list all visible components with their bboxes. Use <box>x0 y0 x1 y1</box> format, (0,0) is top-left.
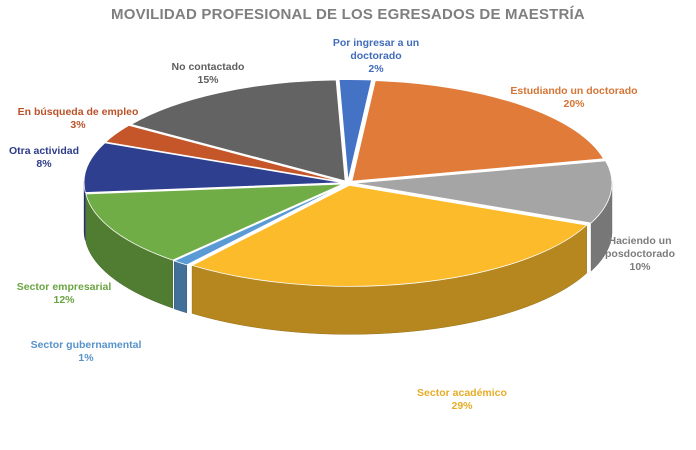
slice-label: Otra actividad 8% <box>9 145 79 170</box>
slice-label: Sector académico 29% <box>417 387 507 412</box>
pie-slice <box>351 80 605 182</box>
pie-slice <box>191 184 588 287</box>
slice-label: Haciendo un posdoctorado 10% <box>605 235 675 273</box>
chart-title: MOVILIDAD PROFESIONAL DE LOS EGRESADOS D… <box>111 6 585 23</box>
slice-label: No contactado 15% <box>172 61 245 86</box>
pie-slice <box>338 79 373 181</box>
pie-slice <box>104 124 343 183</box>
pie-slice-side <box>174 260 188 314</box>
slice-label: Por ingresar a un doctorado 2% <box>333 37 419 75</box>
pie-slice <box>353 160 613 224</box>
pie-slice <box>130 79 346 182</box>
pie-tops <box>83 79 613 287</box>
pie-slice <box>173 184 345 266</box>
slice-label: Sector gubernamental 1% <box>31 339 142 364</box>
pie-sides <box>83 181 613 335</box>
pie-labels: Por ingresar a un doctorado 2% Estudiando u… <box>9 37 675 412</box>
slice-label: Sector empresarial 12% <box>17 281 112 306</box>
slice-label: En búsqueda de empleo 3% <box>18 106 139 131</box>
pie-slice <box>83 142 343 193</box>
slice-label: Estudiando un doctorado 20% <box>510 85 637 110</box>
pie-slice <box>85 183 343 261</box>
